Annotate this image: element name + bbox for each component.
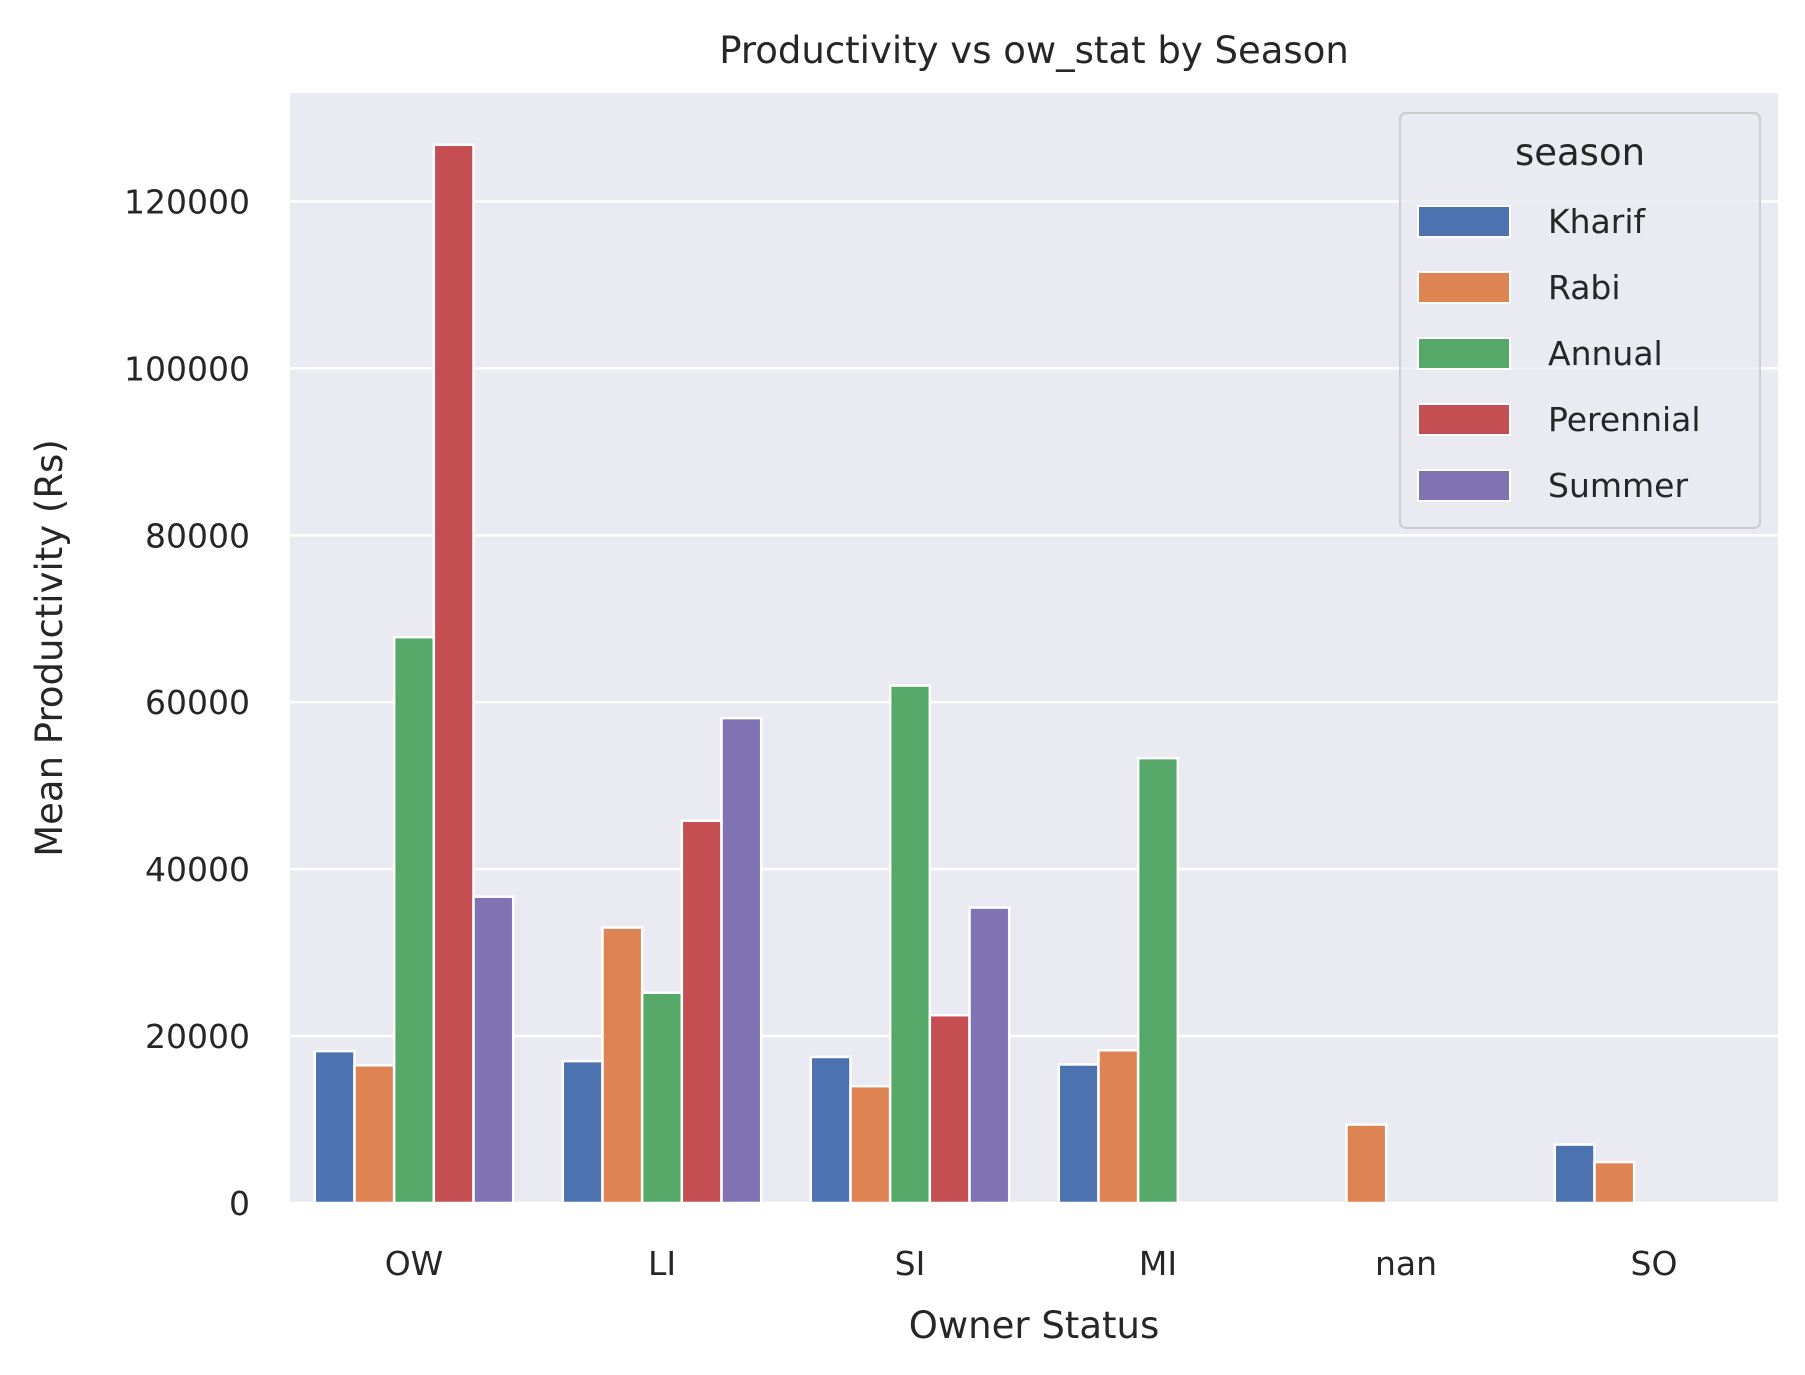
- legend-item-rabi: Rabi: [1417, 268, 1621, 307]
- legend-label: Summer: [1548, 466, 1688, 505]
- y-tick-label: 80000: [145, 516, 250, 555]
- bar-annual-si: [888, 684, 932, 1205]
- legend-swatch: [1417, 337, 1511, 370]
- bar-summer-si: [968, 906, 1011, 1205]
- legend-item-annual: Annual: [1417, 334, 1663, 373]
- bar-summer-li: [720, 716, 763, 1205]
- bar-kharif-li: [561, 1059, 604, 1205]
- legend-label: Annual: [1548, 334, 1663, 373]
- legend-item-kharif: Kharif: [1417, 202, 1647, 241]
- y-tick-label: 100000: [124, 349, 250, 388]
- x-tick-label: SI: [895, 1244, 926, 1283]
- bar-annual-mi: [1136, 756, 1180, 1205]
- bar-annual-li: [640, 991, 684, 1205]
- bar-perennial-li: [680, 819, 723, 1205]
- bar-rabi-nan: [1345, 1123, 1388, 1205]
- y-tick-label: 40000: [145, 850, 250, 889]
- bar-annual-ow: [392, 635, 436, 1205]
- legend-item-perennial: Perennial: [1417, 400, 1701, 439]
- chart-title: Productivity vs ow_stat by Season: [719, 29, 1349, 72]
- bar-rabi-li: [601, 926, 644, 1205]
- bar-perennial-ow: [432, 143, 475, 1205]
- y-tick-label: 20000: [145, 1017, 250, 1056]
- legend: season Kharif Rabi Annual Perennial Summer: [1399, 112, 1761, 529]
- bar-rabi-ow: [353, 1064, 396, 1205]
- x-tick-label: MI: [1139, 1244, 1177, 1283]
- legend-swatch: [1417, 403, 1511, 436]
- y-axis-label: Mean Productivity (Rs): [28, 439, 71, 857]
- bar-rabi-mi: [1097, 1049, 1140, 1205]
- y-axis-ticks: 0 20000 40000 60000 80000 100000 120000: [124, 182, 250, 1223]
- legend-label: Rabi: [1548, 268, 1621, 307]
- y-tick-label: 60000: [145, 683, 250, 722]
- legend-swatch: [1417, 205, 1511, 238]
- bars: [313, 143, 1636, 1205]
- bar-kharif-mi: [1057, 1063, 1100, 1205]
- x-tick-label: nan: [1375, 1244, 1437, 1283]
- bar-kharif-so: [1553, 1143, 1596, 1205]
- legend-swatch: [1417, 469, 1511, 502]
- bar-kharif-ow: [313, 1049, 356, 1205]
- x-tick-label: LI: [648, 1244, 676, 1283]
- legend-label: Kharif: [1548, 202, 1647, 241]
- y-tick-label: 120000: [124, 182, 250, 221]
- legend-swatch: [1417, 271, 1511, 304]
- bar-summer-ow: [472, 895, 515, 1205]
- legend-item-summer: Summer: [1417, 466, 1688, 505]
- x-axis-ticks: OW LI SI MI nan SO: [385, 1244, 1678, 1283]
- bar-rabi-so: [1593, 1160, 1636, 1205]
- x-tick-label: SO: [1631, 1244, 1678, 1283]
- legend-items: Kharif Rabi Annual Perennial Summer: [1417, 202, 1701, 505]
- bar-perennial-si: [928, 1013, 971, 1205]
- bar-kharif-si: [809, 1055, 852, 1205]
- y-tick-label: 0: [229, 1184, 250, 1223]
- legend-title: season: [1515, 131, 1645, 174]
- bar-rabi-si: [849, 1084, 892, 1205]
- x-tick-label: OW: [385, 1244, 444, 1283]
- x-axis-label: Owner Status: [909, 1304, 1159, 1347]
- legend-label: Perennial: [1548, 400, 1701, 439]
